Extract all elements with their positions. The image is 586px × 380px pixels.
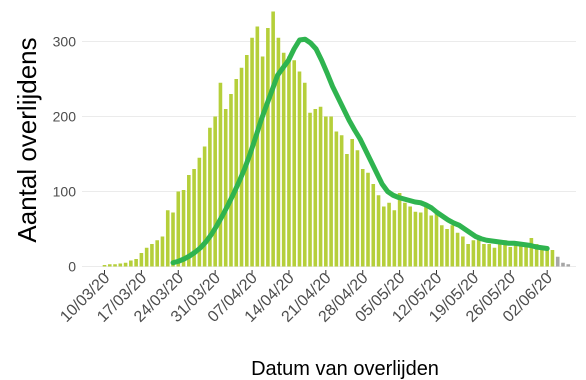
bar [497, 244, 502, 267]
bar [397, 193, 402, 267]
bar [302, 82, 307, 267]
bar [418, 212, 423, 267]
bar [366, 172, 370, 267]
bar [229, 94, 233, 267]
bar [113, 264, 117, 267]
bar [313, 109, 318, 267]
bar [392, 210, 397, 267]
y-tick-label: 100 [53, 184, 77, 200]
bar [266, 28, 270, 267]
bar [129, 260, 133, 267]
y-tick-label: 300 [53, 34, 77, 50]
bar [208, 127, 212, 267]
bar [376, 195, 381, 267]
bar [318, 106, 323, 267]
bar [345, 154, 349, 267]
bar [234, 79, 239, 267]
bar [197, 157, 202, 267]
bar [408, 206, 412, 267]
bar [134, 259, 138, 267]
bar [508, 247, 513, 267]
bar [513, 245, 518, 267]
bar-series [102, 11, 571, 267]
x-axis-label: Datum van overlijden [251, 358, 439, 380]
bar [107, 264, 112, 267]
y-tick-label: 200 [53, 109, 77, 125]
bar [287, 56, 291, 267]
bar [187, 175, 191, 267]
bar [350, 139, 354, 267]
bar [529, 238, 534, 267]
bar [476, 238, 481, 267]
x-tick-labels: 10/03/2017/03/2024/03/2031/03/2007/04/20… [57, 270, 556, 326]
bar [150, 244, 154, 267]
bar [192, 169, 196, 267]
bar [424, 206, 428, 267]
bar [160, 236, 165, 267]
bar [492, 247, 497, 267]
bar [223, 109, 228, 267]
bar [455, 232, 460, 267]
bar [387, 202, 391, 267]
bar [255, 26, 260, 267]
bar [260, 56, 265, 267]
bar [545, 247, 549, 267]
bar [450, 225, 455, 267]
bar [534, 244, 539, 267]
bar [297, 71, 302, 267]
bar [540, 247, 544, 267]
bar [339, 135, 344, 267]
bar [308, 112, 312, 267]
bar [524, 244, 528, 267]
bar [202, 146, 207, 267]
bar [102, 265, 107, 267]
bar [281, 52, 286, 267]
trend-line [170, 36, 550, 266]
bar [519, 246, 523, 267]
bar [555, 256, 560, 267]
bar [566, 264, 571, 267]
bar [487, 244, 492, 267]
bar [155, 240, 159, 267]
bar [123, 262, 128, 267]
bar [403, 202, 407, 267]
bar [360, 169, 365, 267]
bar [213, 116, 217, 267]
bar [482, 244, 486, 267]
bar [334, 131, 339, 267]
bar [165, 210, 170, 267]
bar [503, 240, 507, 267]
bar [434, 210, 439, 267]
bar [329, 116, 333, 267]
bar [171, 212, 175, 267]
bar [439, 225, 444, 267]
bar [276, 37, 281, 267]
bar [324, 116, 328, 267]
bar [218, 82, 223, 267]
bar [561, 262, 565, 267]
bar [550, 250, 555, 267]
bar [413, 211, 418, 267]
bar [181, 190, 186, 267]
bar [139, 253, 144, 267]
bar [176, 191, 181, 267]
bar [466, 244, 470, 267]
bar [382, 206, 386, 267]
bar [445, 229, 449, 267]
bar [118, 263, 123, 267]
bar [461, 236, 465, 267]
y-tick-label: 0 [68, 259, 76, 275]
bar [239, 67, 244, 267]
bar [144, 247, 149, 267]
bar [292, 60, 297, 267]
y-axis-label: Aantal overlijdens [12, 37, 42, 242]
bar [355, 150, 360, 267]
bar [429, 215, 434, 267]
y-tick-labels: 0 100 200 300 [53, 34, 77, 275]
bar [271, 11, 275, 267]
bar [371, 184, 376, 267]
bar [471, 240, 476, 267]
